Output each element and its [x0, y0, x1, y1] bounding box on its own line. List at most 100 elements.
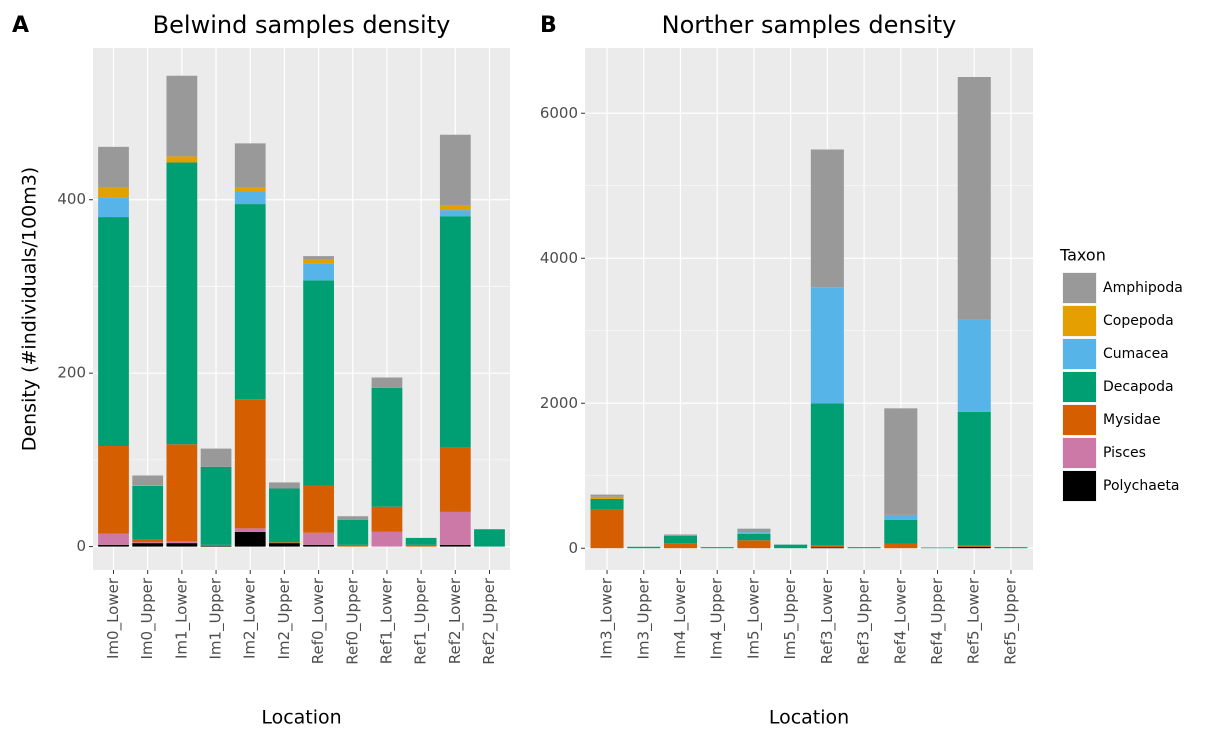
bar-segment — [405, 544, 437, 547]
x-tick-label: Im1_Upper — [207, 577, 226, 659]
bar-segment — [132, 475, 164, 486]
bar-segment — [405, 537, 437, 545]
bar-segment — [371, 377, 403, 388]
bar-segment — [627, 546, 661, 549]
x-tick-label: Ref4_Lower — [891, 577, 910, 664]
bar-segment — [303, 544, 334, 547]
bar-segment — [98, 533, 129, 545]
bar-segment — [439, 134, 471, 206]
bar-segment — [774, 544, 808, 549]
bar-segment — [337, 544, 369, 547]
x-tick-label: Im2_Lower — [241, 577, 260, 659]
bar-segment — [810, 545, 844, 548]
y-tick-label: 0 — [76, 537, 86, 555]
legend-label: Polychaeta — [1103, 478, 1180, 494]
legend-swatch — [1063, 471, 1096, 501]
x-tick-label: Ref1_Upper — [412, 577, 431, 665]
legend-label: Cumacea — [1103, 346, 1169, 362]
bar-segment — [439, 205, 471, 211]
bar-segment — [337, 516, 369, 520]
bar-segment — [371, 531, 403, 547]
x-tick-label: Ref5_Lower — [965, 577, 984, 664]
bar-segment — [98, 187, 129, 198]
bar-segment — [439, 447, 471, 512]
bar-segment — [269, 482, 300, 489]
bar-segment — [200, 545, 232, 547]
x-tick-label: Ref3_Lower — [818, 577, 837, 664]
x-tick-label: Im4_Lower — [671, 577, 690, 659]
bar-segment — [957, 77, 991, 320]
bar-segment — [957, 319, 991, 412]
y-tick-label: 400 — [57, 190, 86, 208]
x-tick-label: Im3_Lower — [598, 577, 617, 659]
bar-segment — [994, 547, 1028, 549]
legend-title: Taxon — [1059, 246, 1106, 265]
bar-segment — [166, 162, 198, 445]
chart-title: Belwind samples density — [153, 11, 451, 39]
bar-segment — [737, 528, 771, 533]
bar-segment — [737, 533, 771, 541]
bar-segment — [234, 528, 266, 532]
bar-segment — [337, 519, 369, 545]
bar-segment — [439, 210, 471, 217]
bar-segment — [884, 543, 918, 549]
bar-segment — [303, 256, 334, 260]
x-tick-label: Im2_Upper — [275, 577, 294, 659]
bar-segment — [234, 204, 266, 400]
legend-label: Copepoda — [1103, 313, 1174, 329]
x-tick-label: Ref3_Upper — [855, 577, 874, 665]
bar-segment — [884, 519, 918, 544]
x-tick-label: Im0_Upper — [138, 577, 157, 659]
legend-swatch — [1063, 372, 1096, 402]
bar-segment — [474, 529, 505, 547]
bar-segment — [957, 546, 991, 549]
bar-segment — [269, 488, 300, 543]
bar-segment — [132, 539, 164, 543]
bar-segment — [371, 506, 403, 532]
x-tick-label: Im0_Lower — [104, 577, 123, 659]
bar-segment — [884, 408, 918, 515]
bar-segment — [200, 448, 232, 467]
bar-segment — [166, 156, 198, 163]
bar-segment — [700, 547, 734, 549]
legend-swatch — [1063, 405, 1096, 435]
bar-segment — [371, 387, 403, 507]
bar-segment — [663, 543, 697, 549]
panel-label: A — [12, 13, 29, 38]
bar-segment — [166, 444, 198, 542]
legend-swatch — [1063, 273, 1096, 303]
y-tick-label: 200 — [57, 364, 86, 382]
y-tick-label: 6000 — [540, 104, 578, 122]
bar-segment — [957, 545, 991, 547]
bar-segment — [303, 259, 334, 264]
bar-segment — [132, 485, 164, 486]
bar-segment — [234, 187, 266, 192]
legend-swatch — [1063, 306, 1096, 336]
x-tick-label: Ref2_Lower — [446, 577, 465, 664]
bar-segment — [810, 149, 844, 288]
bar-segment — [439, 511, 471, 545]
y-axis-label: Density (#individuals/100m3) — [19, 167, 41, 451]
bar-segment — [590, 498, 624, 510]
bar-segment — [810, 287, 844, 404]
bar-segment — [737, 532, 771, 534]
x-tick-label: Im3_Upper — [634, 577, 653, 659]
bar-segment — [303, 263, 334, 281]
x-tick-label: Ref2_Upper — [480, 577, 499, 665]
legend-label: Mysidae — [1103, 412, 1161, 428]
x-axis-label: Location — [769, 707, 849, 729]
bar-segment — [132, 543, 164, 547]
y-tick-label: 0 — [568, 539, 578, 557]
bar-segment — [234, 531, 266, 547]
bar-segment — [303, 280, 334, 486]
bar-segment — [166, 541, 198, 544]
bar-segment — [200, 466, 232, 545]
legend-swatch — [1063, 438, 1096, 468]
bar-segment — [957, 411, 991, 546]
x-tick-label: Ref5_Upper — [1001, 577, 1020, 665]
bar-segment — [439, 544, 471, 547]
bar-segment — [269, 543, 300, 547]
panel-label: B — [540, 13, 557, 38]
legend-swatch — [1063, 339, 1096, 369]
